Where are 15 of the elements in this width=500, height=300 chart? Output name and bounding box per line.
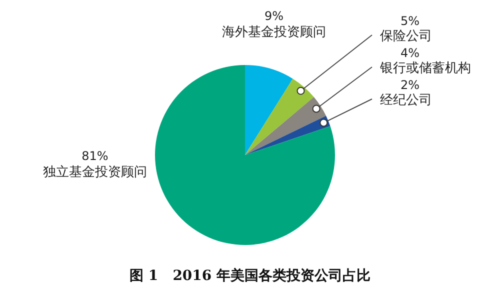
slice-label: 经纪公司 — [380, 93, 432, 108]
slice-label: 保险公司 — [380, 29, 432, 44]
text: 图 1 2016 年美国各类投资公司占比 — [129, 267, 371, 284]
slice-label: 独立基金投资顾问 — [43, 164, 147, 180]
slice-label: 银行或储蓄机构 — [379, 61, 471, 76]
data-label: 5% — [400, 14, 420, 28]
data-label: 9% — [264, 9, 284, 23]
data-label: 81% — [82, 149, 108, 163]
pie-slice — [245, 97, 326, 155]
pie-slice — [245, 65, 293, 155]
pie-slice — [155, 65, 335, 245]
pie-slice — [245, 78, 314, 155]
slice-label: 海外基金投资顾问 — [222, 25, 326, 40]
data-label: 4% — [400, 46, 420, 60]
data-label: 2% — [400, 78, 420, 92]
